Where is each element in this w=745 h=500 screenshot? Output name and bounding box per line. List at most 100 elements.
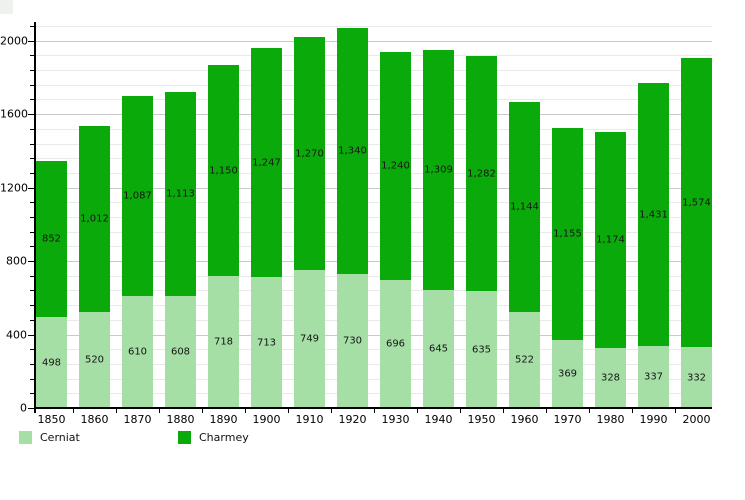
y-axis-label: 1600	[0, 107, 28, 121]
gridline	[35, 70, 712, 71]
y-tick	[28, 335, 35, 336]
gridline	[35, 144, 712, 145]
charmey-value-label: 1,340	[338, 145, 367, 157]
bar-segment-cerniat-1970	[552, 340, 583, 408]
cerniat-value-label: 696	[385, 338, 406, 350]
charmey-value-label: 1,282	[467, 168, 496, 179]
cerniat-value-label: 337	[643, 371, 664, 383]
y-tick	[30, 85, 35, 86]
bar-segment-charmey-1930	[380, 52, 411, 280]
y-tick	[30, 158, 35, 159]
y-tick	[30, 379, 35, 380]
y-axis-line	[34, 22, 36, 413]
cerniat-value-label: 730	[342, 335, 363, 347]
cerniat-value-label: 520	[84, 354, 105, 366]
x-tick	[330, 409, 332, 413]
x-axis-line	[35, 407, 712, 409]
bar-segment-charmey-1990	[638, 83, 669, 346]
charmey-swatch-icon	[178, 431, 191, 444]
cerniat-value-label: 328	[600, 372, 621, 384]
y-tick	[30, 26, 35, 27]
charmey-value-label: 852	[41, 233, 62, 245]
y-axis-label: 800	[6, 254, 27, 268]
y-tick	[28, 188, 35, 189]
cerniat-value-label: 332	[686, 372, 707, 383]
bar-segment-charmey-1970	[552, 128, 583, 340]
y-tick	[30, 173, 35, 174]
gridline	[35, 349, 712, 350]
bar-segment-charmey-1880	[165, 92, 196, 296]
cerniat-value-label: 608	[170, 346, 191, 358]
cerniat-value-label: 645	[428, 343, 449, 355]
cerniat-value-label: 749	[299, 333, 320, 345]
x-axis-label: 2000	[682, 413, 711, 426]
gridline	[35, 202, 712, 203]
bar-segment-cerniat-1900	[251, 277, 282, 408]
charmey-value-label: 1,174	[596, 234, 625, 246]
cerniat-swatch-icon	[19, 431, 32, 444]
bar-segment-cerniat-1930	[380, 280, 411, 408]
gridline	[35, 246, 712, 247]
bar-segment-cerniat-1910	[294, 270, 325, 408]
x-axis-label: 1950	[467, 413, 496, 426]
corner-artifact	[0, 0, 13, 14]
bar-segment-charmey-1860	[79, 126, 110, 312]
x-axis-label: 1850	[37, 413, 66, 426]
x-axis-label: 1900	[252, 413, 281, 426]
charmey-value-label: 1,574	[682, 197, 711, 208]
bar-segment-cerniat-1940	[423, 290, 454, 408]
bar-segment-charmey-2000	[681, 58, 712, 347]
y-tick	[30, 232, 35, 233]
bar-segment-charmey-1900	[251, 48, 282, 277]
bar-segment-cerniat-1880	[165, 296, 196, 408]
cerniat-value-label: 610	[127, 346, 148, 358]
x-tick	[459, 409, 461, 413]
gridline	[35, 364, 712, 365]
y-tick	[30, 217, 35, 218]
y-tick	[30, 320, 35, 321]
x-axis-label: 1870	[123, 413, 152, 426]
x-tick	[72, 409, 74, 413]
charmey-value-label: 1,309	[424, 164, 453, 176]
bar-segment-cerniat-1960	[509, 312, 540, 408]
bar-segment-charmey-1950	[466, 56, 497, 291]
x-tick	[416, 409, 418, 413]
gridline	[35, 217, 712, 218]
gridline	[35, 290, 712, 291]
y-tick	[28, 41, 35, 42]
y-tick	[28, 114, 35, 115]
gridline	[35, 129, 712, 130]
charmey-value-label: 1,113	[166, 188, 195, 200]
legend-item-cerniat: Cerniat	[19, 431, 80, 444]
charmey-value-label: 1,247	[252, 157, 281, 168]
cerniat-value-label: 713	[256, 337, 277, 348]
x-axis-label: 1920	[338, 413, 367, 426]
charmey-value-label: 1,150	[209, 165, 238, 176]
charmey-value-label: 1,144	[510, 201, 539, 213]
gridline	[35, 305, 712, 306]
x-axis-label: 1880	[166, 413, 195, 426]
y-tick	[30, 202, 35, 203]
charmey-value-label: 1,431	[639, 209, 668, 220]
charmey-value-label: 1,087	[123, 190, 152, 202]
cerniat-value-label: 369	[557, 368, 578, 380]
gridline	[35, 276, 712, 277]
x-tick	[373, 409, 375, 413]
legend-label-charmey: Charmey	[199, 431, 249, 444]
x-axis-label: 1970	[553, 413, 582, 426]
y-tick	[30, 305, 35, 306]
y-tick	[30, 144, 35, 145]
bar-segment-charmey-1890	[208, 65, 239, 276]
bar-segment-charmey-1960	[509, 102, 540, 312]
gridline	[35, 335, 712, 336]
charmey-value-label: 1,155	[553, 228, 582, 240]
x-tick	[588, 409, 590, 413]
bar-segment-cerniat-1920	[337, 274, 368, 408]
gridline	[35, 379, 712, 380]
bar-segment-cerniat-1980	[595, 348, 626, 408]
gridline	[35, 158, 712, 159]
charmey-value-label: 1,240	[381, 160, 410, 172]
x-axis-label: 1860	[80, 413, 109, 426]
y-axis-label: 2000	[0, 34, 28, 48]
